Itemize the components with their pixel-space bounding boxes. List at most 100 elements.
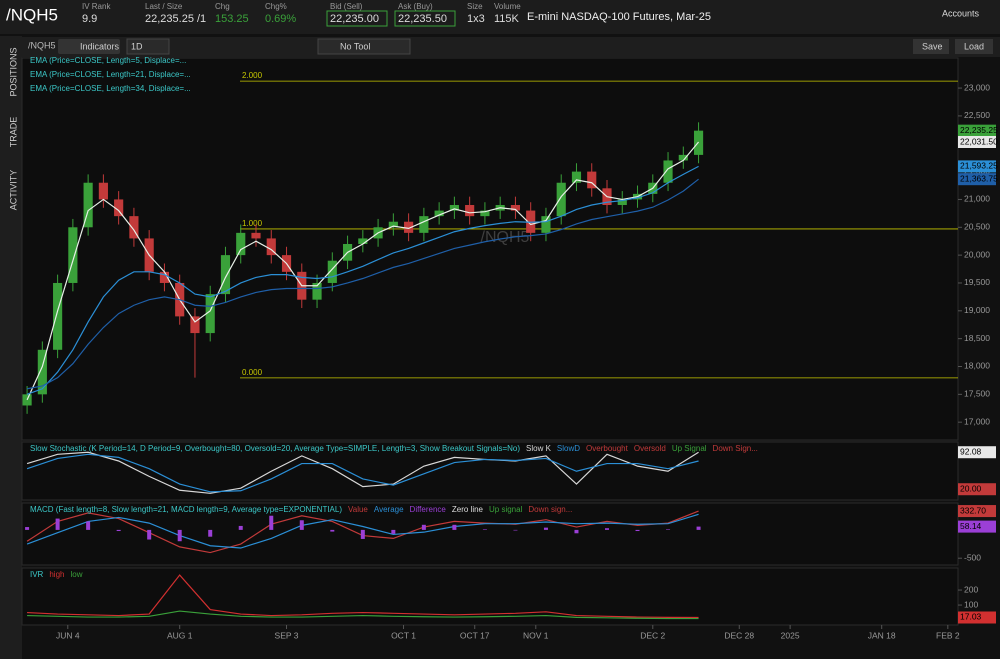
tool-label: No Tool [340, 41, 370, 51]
histogram-bar [452, 524, 457, 530]
legend-entry: Zero line [452, 505, 484, 514]
x-tick-label: NOV 1 [523, 630, 549, 640]
badge-label: 20.00 [960, 483, 982, 493]
load-button[interactable] [955, 39, 993, 54]
histogram-bar [421, 524, 426, 530]
toolbar-symbol[interactable]: /NQH5 [28, 40, 56, 50]
period-select[interactable] [126, 38, 170, 55]
legend-entry: Down Sign... [713, 444, 758, 453]
candle-body [434, 210, 444, 217]
value-badge [958, 136, 996, 149]
x-tick-label: SEP 3 [275, 630, 299, 640]
field-value: 0.69% [265, 13, 296, 25]
histogram-bar [360, 529, 365, 539]
candle-body [663, 160, 673, 183]
histogram-bar [635, 529, 640, 532]
sidebar-tab[interactable]: TRADE [8, 117, 18, 148]
indicator-line [26, 178, 699, 390]
candle-body [83, 182, 93, 228]
indicator-line [27, 610, 699, 620]
legend-entry: EMA (Price=CLOSE, Length=5, Displace=... [30, 56, 186, 65]
histogram-bar [543, 527, 548, 530]
candle-body [480, 210, 490, 217]
legend-entry: Slow K [526, 444, 552, 453]
pane [21, 441, 959, 501]
load-label: Load [964, 41, 984, 51]
candle-body [205, 294, 215, 334]
y-tick-label: 23,000 [964, 82, 990, 92]
legend-entry: Oversold [634, 444, 666, 453]
field-value: 115K [494, 13, 520, 25]
candle-body [220, 255, 231, 295]
save-button[interactable] [913, 39, 949, 54]
histogram-bar [605, 528, 609, 530]
legend-entry: Up Signal [672, 444, 707, 453]
x-tick-label: AUG 1 [167, 630, 193, 640]
legend-entry: Difference [410, 505, 447, 514]
field-box [326, 10, 388, 27]
candle-body [251, 232, 261, 239]
x-tick-label: 2025 [781, 630, 800, 640]
y-tick-label: 17,500 [964, 389, 990, 399]
field-box [394, 10, 456, 27]
candle-body [678, 154, 688, 161]
legend-entry: EMA (Price=CLOSE, Length=21, Displace=..… [30, 70, 191, 79]
accounts[interactable]: Accounts [942, 8, 980, 18]
candle-body [98, 182, 108, 200]
sidebar-tab[interactable]: POSITIONS [8, 47, 18, 96]
tool-select[interactable] [317, 38, 411, 55]
badge-label: 92.08 [960, 446, 982, 456]
indicators-label: Indicators [80, 41, 120, 51]
y-tick-label: 17,000 [964, 416, 990, 426]
candle-body [388, 221, 398, 228]
field-value: 1x3 [467, 13, 485, 25]
candle-body [404, 221, 414, 233]
value-badge [958, 446, 996, 459]
field-value: 22,235.25 /1 [145, 13, 206, 25]
field-value: 22,235.00 [330, 13, 379, 25]
period-label: 1D [131, 41, 143, 51]
field-label: Ask (Buy) [398, 2, 433, 11]
badge-label: 17.03 [960, 612, 982, 622]
candle-body [510, 205, 521, 211]
pane [21, 57, 959, 441]
legend-entry: Value [348, 505, 368, 514]
field-label: Bid (Sell) [330, 2, 363, 11]
pane-title: Slow Stochastic (K Period=14, D Period=9… [30, 444, 520, 453]
x-tick-label: OCT 17 [460, 630, 490, 640]
y-tick-label: 200 [964, 584, 978, 594]
y-tick-label: 100 [964, 599, 978, 609]
candle-body [449, 205, 459, 211]
histogram-bar [86, 521, 91, 530]
histogram-bar [25, 527, 30, 530]
y-tick-label: 21,000 [964, 194, 990, 204]
x-tick-label: FEB 2 [936, 630, 960, 640]
sidebar-tab[interactable]: ACTIVITY [8, 170, 18, 211]
legend-entry: low [70, 570, 82, 579]
candle-body [556, 182, 566, 217]
x-tick-label: OCT 1 [391, 630, 416, 640]
legend-entry: high [49, 570, 64, 579]
candle-body [129, 216, 139, 239]
y-tick-label: 20,500 [964, 222, 990, 232]
candle-body [419, 216, 429, 233]
field-label: Size [467, 2, 483, 11]
histogram-bar [513, 529, 518, 531]
indicators-button[interactable] [58, 39, 120, 54]
indicator-line [26, 141, 700, 401]
x-tick-label: JAN 18 [868, 630, 896, 640]
legend-entry: Up signal [489, 505, 523, 514]
candle-body [617, 199, 627, 206]
value-badge [958, 124, 996, 137]
x-tick-label: DEC 28 [724, 630, 754, 640]
badge-label: 22,031.50 [960, 136, 998, 146]
fib-label: 0.000 [242, 368, 263, 377]
y-tick-label: 18,500 [964, 333, 990, 343]
value-badge [958, 611, 996, 624]
candle-body [266, 238, 276, 256]
histogram-bar [574, 529, 579, 534]
pane-title: MACD (Fast length=8, Slow length=21, MAC… [30, 505, 342, 514]
value-badge [958, 505, 996, 518]
indicator-line [26, 513, 699, 549]
legend-entry: Down sign... [528, 505, 572, 514]
